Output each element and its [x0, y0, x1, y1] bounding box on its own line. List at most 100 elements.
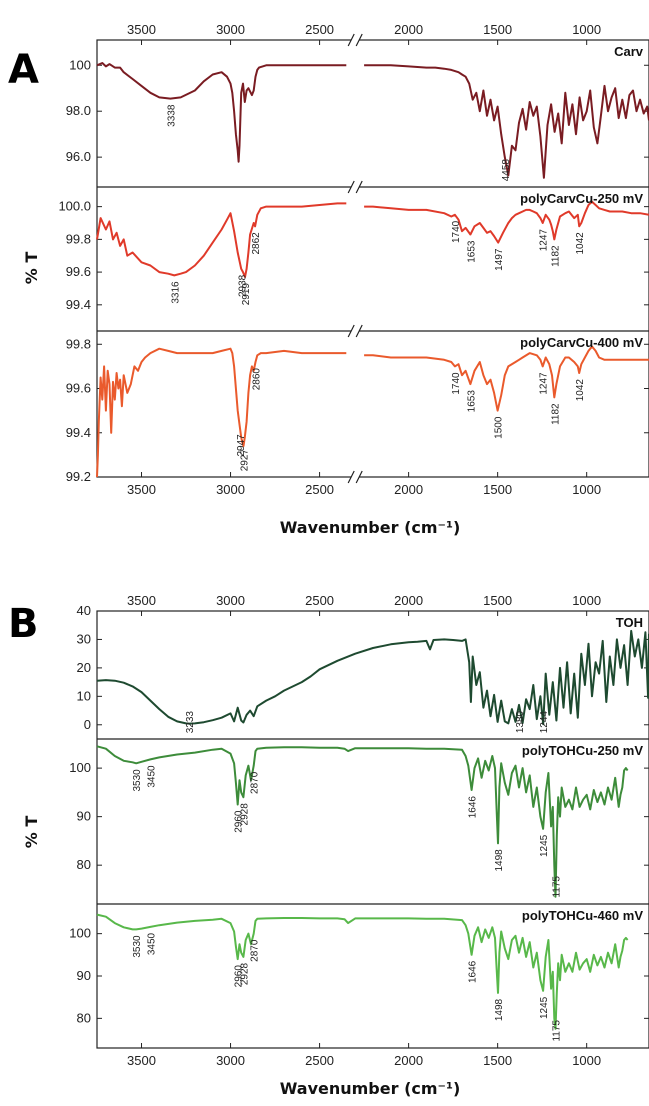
x-tick-label-top: 2500 — [305, 22, 334, 37]
x-tick-label-top: 3000 — [216, 593, 245, 608]
peak-annotation: 2928 — [239, 803, 250, 826]
peak-annotation: 3450 — [146, 932, 157, 955]
y-tick-label: 30 — [77, 631, 91, 646]
y-tick-label: 99.8 — [66, 231, 91, 246]
peak-annotation: 1042 — [575, 379, 586, 402]
peak-annotation: 2919 — [241, 283, 252, 306]
x-tick-label: 2500 — [305, 1053, 334, 1068]
peak-annotation: 1497 — [494, 248, 505, 271]
y-tick-label: 10 — [77, 688, 91, 703]
series-label: TOH — [616, 615, 643, 630]
x-tick-label-top: 1500 — [483, 22, 512, 37]
peak-annotation: 2870 — [250, 939, 261, 962]
peak-annotation: 1175 — [552, 876, 563, 898]
peak-annotation: 1042 — [575, 232, 586, 255]
peak-annotation: 3233 — [185, 711, 196, 734]
y-tick-label: 99.4 — [66, 425, 91, 440]
peak-annotation: 1182 — [550, 245, 561, 267]
series-line — [96, 347, 347, 478]
series-label: polyCarvCu-250 mV — [520, 191, 643, 206]
series-line — [364, 64, 649, 179]
peak-annotation: 3450 — [146, 765, 157, 788]
axis-break-gap — [351, 470, 360, 484]
x-tick-label: 2500 — [305, 482, 334, 497]
peak-annotation: 1653 — [466, 240, 477, 263]
axis-break-mark — [355, 33, 363, 47]
y-tick-label: 90 — [77, 809, 91, 824]
y-tick-label: 90 — [77, 968, 91, 983]
chart-0: 3500 3500 3000 3000 2500 2500 2000 2000 1500 1500… — [58, 22, 649, 497]
x-tick-label-top: 2000 — [394, 593, 423, 608]
chart-a-xlabel: Wavenumber (cm⁻¹) — [280, 518, 461, 537]
y-tick-label: 100.0 — [58, 199, 91, 214]
axis-break-gap — [351, 324, 360, 338]
plot-frame — [96, 610, 649, 1049]
x-tick-label: 2000 — [394, 482, 423, 497]
x-tick-label-top: 1000 — [572, 22, 601, 37]
series-line — [364, 345, 649, 412]
peak-annotation: 1740 — [451, 220, 462, 243]
peak-annotation: 2938 — [238, 274, 249, 297]
y-tick-label: 99.2 — [66, 469, 91, 484]
peak-annotation: 4458 — [501, 159, 512, 182]
peak-annotation: 1245 — [539, 834, 550, 857]
axis-break-mark — [355, 180, 363, 194]
series-label: Carv — [614, 44, 644, 59]
x-tick-label: 1000 — [572, 1053, 601, 1068]
y-tick-label: 99.4 — [66, 297, 91, 312]
x-tick-label: 3000 — [216, 482, 245, 497]
peak-annotation: 3530 — [132, 935, 143, 958]
series-label: polyTOHCu-460 mV — [522, 908, 643, 923]
series-line — [96, 629, 649, 726]
series-line — [364, 200, 649, 244]
x-tick-label: 3500 — [127, 1053, 156, 1068]
x-tick-label-top: 3500 — [127, 593, 156, 608]
x-tick-label-top: 3500 — [127, 22, 156, 37]
axis-break-mark — [347, 33, 355, 47]
y-tick-label: 100 — [69, 926, 91, 941]
y-tick-label: 99.6 — [66, 264, 91, 279]
x-tick-label: 1500 — [483, 482, 512, 497]
peak-annotation: 2947 — [236, 434, 247, 457]
x-tick-label: 2000 — [394, 1053, 423, 1068]
axis-break-gap — [351, 180, 360, 194]
peak-annotation: 1653 — [466, 390, 477, 413]
chart-a-ylabel: % T — [22, 252, 41, 285]
peak-annotation: 1247 — [539, 229, 550, 252]
x-tick-label-top: 2500 — [305, 593, 334, 608]
peak-annotation: 2960 — [234, 810, 245, 833]
panel-a-label: A — [8, 47, 39, 93]
peak-annotation: 3338 — [166, 104, 177, 127]
x-tick-label-top: 2000 — [394, 22, 423, 37]
x-tick-label-top: 3000 — [216, 22, 245, 37]
chart-1: 3500 3500 3000 3000 2500 2500 2000 2000 1500 1500… — [69, 593, 649, 1068]
x-tick-label: 1000 — [572, 482, 601, 497]
y-tick-label: 80 — [77, 1010, 91, 1025]
peak-annotation: 2862 — [251, 232, 262, 255]
peak-annotation: 1244 — [539, 711, 550, 734]
peak-annotation: 1498 — [494, 849, 505, 872]
axis-break-mark — [355, 470, 363, 484]
y-tick-label: 99.6 — [66, 381, 91, 396]
y-tick-label: 80 — [77, 857, 91, 872]
peak-annotation: 2928 — [239, 962, 250, 985]
peak-annotation: 1175 — [552, 1020, 563, 1042]
chart-b-xlabel: Wavenumber (cm⁻¹) — [280, 1079, 461, 1098]
axis-break-mark — [347, 180, 355, 194]
series-line — [96, 202, 347, 278]
x-tick-label-top: 1000 — [572, 593, 601, 608]
x-tick-label: 3500 — [127, 482, 156, 497]
peak-annotation: 1646 — [468, 796, 479, 819]
peak-annotation: 2860 — [252, 368, 263, 391]
axis-break-gap — [351, 33, 360, 47]
peak-annotation: 3530 — [132, 769, 143, 792]
y-tick-label: 98.0 — [66, 103, 91, 118]
plot-frame — [96, 39, 649, 478]
x-tick-label: 3000 — [216, 1053, 245, 1068]
series-line — [96, 62, 347, 163]
peak-annotation: 1247 — [539, 372, 550, 395]
series-line — [96, 745, 629, 898]
series-label: polyCarvCu-400 mV — [520, 335, 643, 350]
peak-annotation: 2870 — [250, 771, 261, 794]
peak-annotation: 1182 — [550, 403, 561, 425]
